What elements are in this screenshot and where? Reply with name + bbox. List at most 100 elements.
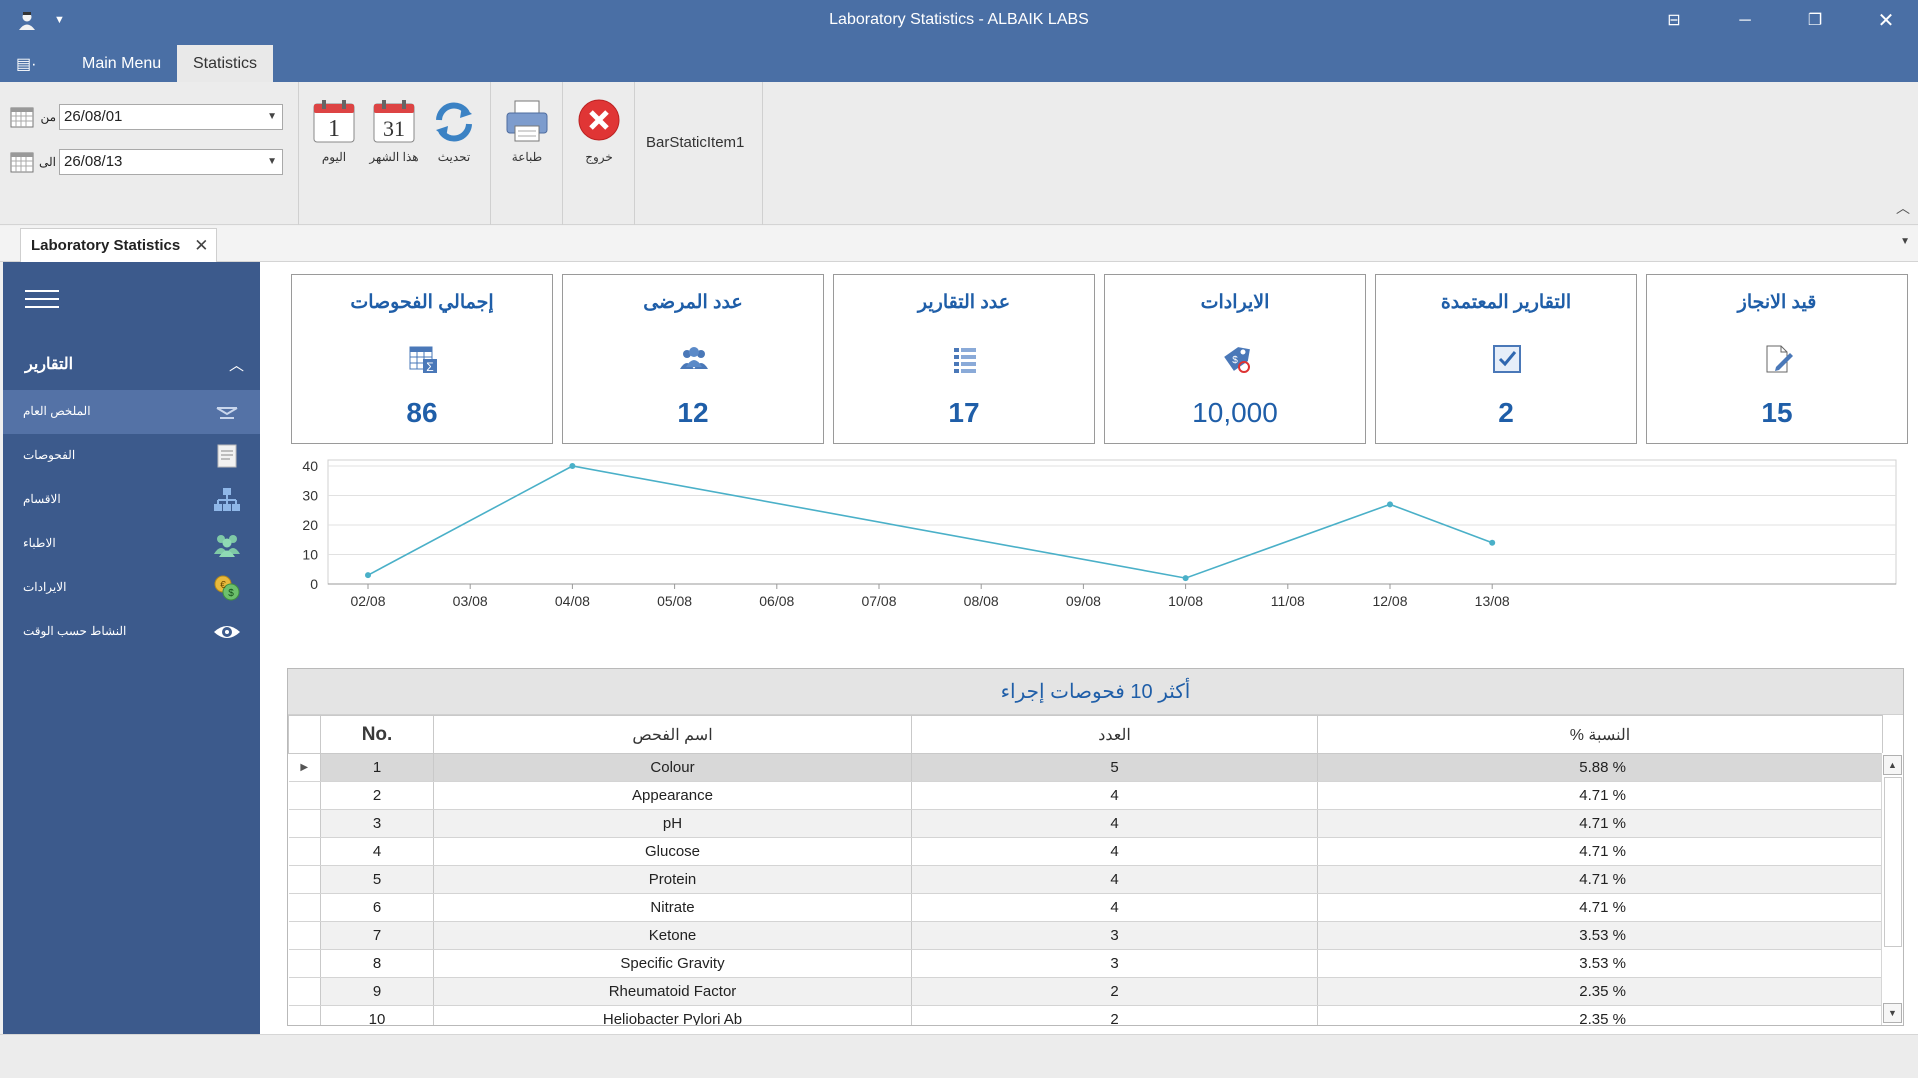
chevron-down-icon[interactable]: ▼ — [267, 111, 277, 122]
sidebar-item-tests[interactable]: الفحوصات — [3, 434, 260, 478]
vertical-scrollbar[interactable]: ▲ ▼ — [1881, 753, 1903, 1025]
table-sum-icon: Σ — [409, 346, 437, 374]
collapse-ribbon-icon[interactable]: ︿ — [1896, 200, 1910, 216]
this-month-button[interactable]: 31 هذا الشهر — [366, 98, 422, 164]
month-icon-text: 31 — [383, 116, 405, 141]
print-button[interactable]: طباعة — [499, 98, 555, 164]
today-label: اليوم — [321, 150, 347, 164]
cell-percentage: 2.35 % — [1317, 977, 1883, 1006]
table-row[interactable]: ▶ 1 Colour 5 5.88 % — [288, 753, 1883, 782]
cell-count: 3 — [911, 921, 1318, 950]
table-row[interactable]: 7 Ketone 3 3.53 % — [288, 921, 1883, 950]
refresh-button[interactable]: تحديث — [426, 98, 482, 164]
row-indicator-icon — [288, 921, 321, 950]
ribbon-display-options-icon[interactable]: ⊟ — [1667, 12, 1681, 29]
table-row[interactable]: 9 Rheumatoid Factor 2 2.35 % — [288, 977, 1883, 1006]
hamburger-menu-icon[interactable] — [25, 290, 59, 308]
quick-access-dropdown-icon[interactable]: ▼ — [54, 14, 65, 26]
sidebar-item-label: الاقسام — [23, 492, 61, 506]
kpi-value: 2 — [1498, 397, 1514, 428]
chevron-up-icon[interactable]: ︿ — [228, 357, 244, 374]
cell-no: 10 — [320, 1005, 434, 1025]
column-header-test-name[interactable]: اسم الفحص — [433, 715, 912, 754]
y-tick-label: 30 — [302, 488, 318, 504]
cell-percentage: 4.71 % — [1317, 865, 1883, 894]
x-tick-label: 08/08 — [964, 593, 999, 609]
cell-percentage: 4.71 % — [1317, 837, 1883, 866]
restore-icon[interactable]: ❐ — [1807, 12, 1823, 29]
row-indicator-icon — [288, 949, 321, 978]
table-header-row: No. اسم الفحص العدد % النسبة — [288, 715, 1883, 754]
sidebar-item-revenue[interactable]: الايرادات € $ — [3, 566, 260, 610]
sidebar-item-departments[interactable]: الاقسام — [3, 478, 260, 522]
revenue-icon: € $ — [214, 575, 240, 601]
tab-laboratory-statistics[interactable]: Laboratory Statistics ✕ — [20, 228, 218, 262]
y-tick-label: 0 — [310, 576, 318, 592]
table-row[interactable]: 3 pH 4 4.71 % — [288, 809, 1883, 838]
status-bar — [0, 1034, 1918, 1078]
scrollbar-thumb[interactable] — [1884, 777, 1902, 947]
sidebar-item-activity-by-time[interactable]: النشاط حسب الوقت — [3, 610, 260, 654]
table-row[interactable]: 5 Protein 4 4.71 % — [288, 865, 1883, 894]
cell-test-name: Protein — [433, 865, 912, 894]
scroll-up-icon[interactable]: ▲ — [1883, 755, 1902, 775]
close-tab-icon[interactable]: ✕ — [194, 235, 209, 255]
chevron-down-icon[interactable]: ▼ — [267, 156, 277, 167]
tab-statistics[interactable]: Statistics — [177, 45, 274, 82]
kpi-value: 17 — [948, 397, 980, 428]
kpi-value: 86 — [406, 397, 438, 428]
table-row[interactable]: 8 Specific Gravity 3 3.53 % — [288, 949, 1883, 978]
cell-count: 5 — [911, 753, 1318, 782]
exit-button[interactable]: خروج — [571, 98, 627, 164]
today-button[interactable]: 1 اليوم — [306, 98, 362, 164]
cell-count: 4 — [911, 893, 1318, 922]
column-header-percentage[interactable]: % النسبة — [1317, 715, 1883, 754]
sidebar-item-label: الفحوصات — [23, 448, 76, 462]
kpi-in-progress: قيد الانجاز 15 — [1646, 274, 1908, 444]
table-row[interactable]: 4 Glucose 4 4.71 % — [288, 837, 1883, 866]
from-date-input[interactable]: 26/08/01 ▼ — [59, 104, 283, 130]
cell-test-name: pH — [433, 809, 912, 838]
cell-count: 4 — [911, 865, 1318, 894]
close-icon[interactable]: ✕ — [1877, 10, 1895, 32]
tab-main-menu[interactable]: Main Menu — [82, 55, 162, 72]
cell-no: 3 — [320, 809, 434, 838]
from-date-value: 26/08/01 — [64, 108, 123, 125]
application-menu-icon[interactable]: ▤· — [16, 56, 37, 73]
print-label: طباعة — [511, 150, 543, 164]
row-indicator-icon — [288, 865, 321, 894]
sidebar-item-doctors[interactable]: الاطباء — [3, 522, 260, 566]
column-header-no[interactable]: No. — [320, 715, 434, 754]
summary-icon — [216, 407, 238, 419]
cell-no: 5 — [320, 865, 434, 894]
y-tick-label: 10 — [302, 547, 318, 563]
to-date-value: 26/08/13 — [64, 153, 123, 170]
minimize-icon[interactable]: ─ — [1739, 12, 1751, 29]
bar-static-group — [635, 82, 763, 225]
to-date-input[interactable]: 26/08/13 ▼ — [59, 149, 283, 175]
scroll-down-icon[interactable]: ▼ — [1883, 1003, 1902, 1023]
kpi-approved-reports: التقارير المعتمدة 2 — [1375, 274, 1637, 444]
document-tab-strip: Laboratory Statistics ✕ ▼ — [0, 226, 1918, 262]
app-user-icon[interactable] — [16, 10, 38, 32]
tab-list-dropdown-icon[interactable]: ▼ — [1900, 236, 1910, 247]
today-icon-text: 1 — [328, 116, 340, 142]
cell-no: 9 — [320, 977, 434, 1006]
row-indicator-header — [288, 715, 321, 754]
column-header-count[interactable]: العدد — [911, 715, 1318, 754]
table-row[interactable]: 2 Appearance 4 4.71 % — [288, 781, 1883, 810]
x-tick-label: 04/08 — [555, 593, 590, 609]
table-row[interactable]: 6 Nitrate 4 4.71 % — [288, 893, 1883, 922]
cell-test-name: Heliobacter Pylori Ab — [433, 1005, 912, 1025]
sidebar-item-summary[interactable]: الملخص العام — [3, 390, 260, 434]
y-tick-label: 40 — [302, 458, 318, 474]
table-row[interactable]: 10 Heliobacter Pylori Ab 2 2.35 % — [288, 1005, 1883, 1025]
exit-icon — [578, 99, 620, 141]
cell-test-name: Colour — [433, 753, 912, 782]
data-point — [1387, 501, 1393, 508]
top-tests-grid: أكثر 10 فحوصات إجراء No. اسم الفحص العدد… — [287, 668, 1904, 1026]
dashboard-content: إجمالي الفحوصات Σ 86 عدد المرضى 12 عدد ا… — [260, 262, 1918, 1034]
sidebar-group-reports[interactable]: التقارير ︿ — [3, 350, 260, 380]
cell-test-name: Appearance — [433, 781, 912, 810]
cell-count: 2 — [911, 1005, 1318, 1025]
